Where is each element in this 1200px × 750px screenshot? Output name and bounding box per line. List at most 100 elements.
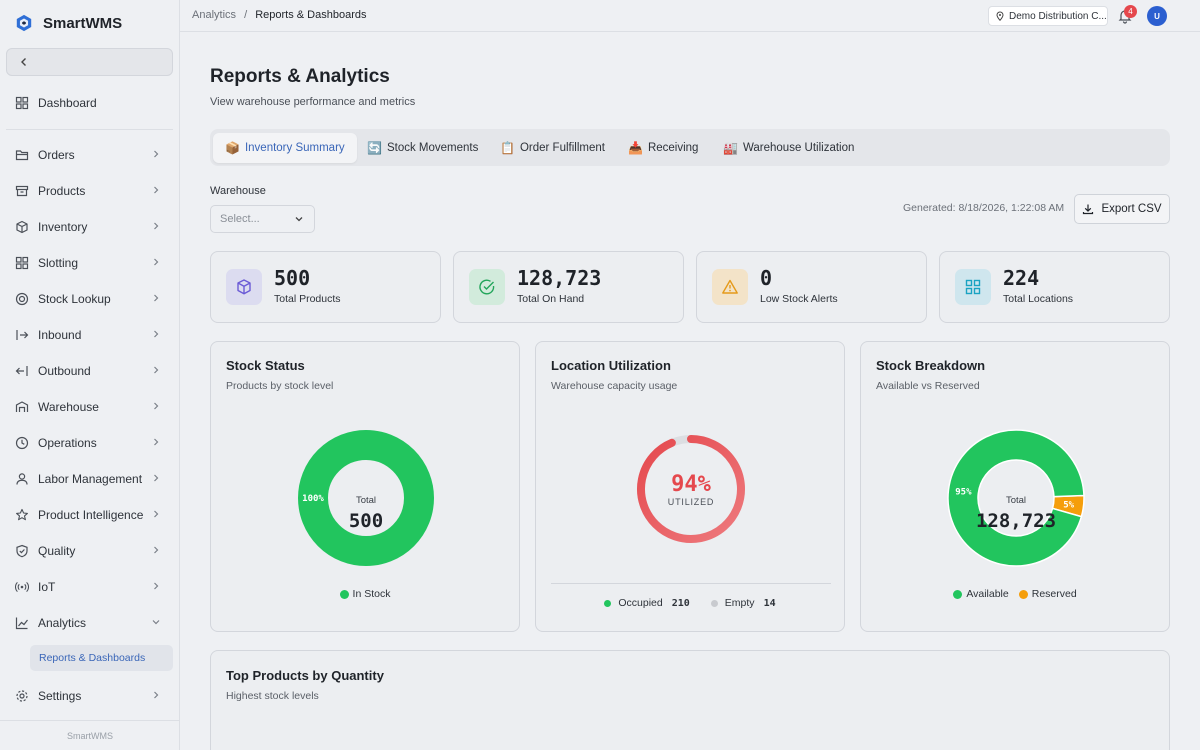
export-csv-button[interactable]: Export CSV [1074,194,1170,224]
tab-order-fulfillment[interactable]: 📋 Order Fulfillment [488,133,617,163]
stat-value: 0 [760,266,773,290]
sidebar-item-label: Settings [38,689,82,703]
legend-item: Empty 14 [710,597,776,609]
tab-label: Inventory Summary [244,142,345,154]
avatar[interactable]: U [1147,6,1167,26]
sidebar-item-label: Quality [38,544,76,558]
sidebar-item-slotting[interactable]: Slotting [6,246,173,280]
sidebar-item-orders[interactable]: Orders [6,138,173,172]
sidebar-item-stock-lookup[interactable]: Stock Lookup [6,282,173,316]
stat-label: Total Locations [1003,293,1074,305]
chevron-right-icon [151,473,161,486]
logo-icon [16,14,32,32]
stock-breakdown-donut: 5% 95% Total 128,723 [947,429,1085,567]
utilization-divider [551,583,831,584]
grid-icon [965,279,981,295]
chevron-right-icon [151,690,161,703]
tab-receiving[interactable]: 📥 Receiving [616,133,710,163]
sidebar-item-label: Analytics [38,616,87,630]
brand[interactable]: SmartWMS [0,0,179,46]
card-subtitle: Highest stock levels [226,690,319,702]
sidebar-item-dashboard[interactable]: Dashboard [6,86,173,120]
stat-card-total-locations: 224 Total Locations [939,251,1170,323]
warehouse-selector[interactable]: Demo Distribution C... [988,6,1108,26]
tab-inventory-summary[interactable]: 📦 Inventory Summary [213,133,357,163]
stat-value: 224 [1003,266,1040,290]
chevron-right-icon [151,545,161,558]
sidebar-item-label: Outbound [38,364,91,378]
grid-icon [15,96,29,110]
chevron-right-icon [151,509,161,522]
sidebar-item-label: Products [38,184,86,198]
legend-label: Available [966,588,1009,600]
chevron-right-icon [151,437,161,450]
download-icon [1083,204,1094,215]
donut-slice-available [947,429,1085,567]
chevron-right-icon [151,185,161,198]
sidebar-item-label: Orders [38,148,75,162]
donut-center-label: Total [1006,495,1026,506]
sidebar-item-label: Slotting [38,256,79,270]
export-csv-label: Export CSV [1101,203,1162,215]
tab-warehouse-utilization[interactable]: 🏭 Warehouse Utilization [711,133,866,163]
stat-icon-bg [712,269,748,305]
sidebar-item-outbound[interactable]: Outbound [6,354,173,388]
legend-label: Reserved [1031,588,1077,600]
sidebar-item-products[interactable]: Products [6,174,173,208]
chevron-right-icon [151,257,161,270]
sidebar-item-analytics[interactable]: Analytics [6,606,173,640]
user-icon [15,472,29,486]
clock-icon [15,436,29,450]
breadcrumb-separator: / [244,9,248,21]
donut-center-label: Total [356,495,376,506]
map-pin-icon [996,11,1004,21]
sidebar-item-settings[interactable]: Settings [6,679,173,713]
sidebar-item-quality[interactable]: Quality [6,534,173,568]
warehouse-selector-label: Demo Distribution C... [1009,10,1107,22]
sidebar-item-labor-management[interactable]: Labor Management [6,462,173,496]
sidebar-item-iot[interactable]: IoT [6,570,173,604]
page-subtitle: View warehouse performance and metrics [210,96,416,108]
sidebar-item-operations[interactable]: Operations [6,426,173,460]
card-subtitle: Warehouse capacity usage [551,380,678,392]
legend-item: Reserved [1018,588,1077,600]
card-subtitle: Products by stock level [226,380,334,392]
star-icon [15,508,29,522]
sidebar-item-inventory[interactable]: Inventory [6,210,173,244]
legend-dot [339,589,349,599]
stat-card-total-on-hand: 128,723 Total On Hand [453,251,684,323]
card-title: Location Utilization [551,358,671,373]
sidebar-item-inbound[interactable]: Inbound [6,318,173,352]
tab-label: Receiving [647,142,699,154]
breadcrumb-parent[interactable]: Analytics [192,9,237,21]
stat-label: Total On Hand [517,293,585,305]
slice-percent-label: 5% [1063,500,1074,510]
donut-slice-in-stock [298,430,434,566]
warehouse-filter-select[interactable]: Select... [210,205,315,233]
shield-icon [15,544,29,558]
chevron-down-icon [295,217,303,222]
stat-label: Low Stock Alerts [760,293,838,305]
stock-status-donut: 100% Total 500 [298,430,434,566]
legend-label: In Stock [352,588,391,600]
grid-icon [15,256,29,270]
sidebar-item-label: Stock Lookup [38,292,111,306]
chart-icon [15,616,29,630]
sidebar-subitem-reports-dashboards[interactable]: Reports & Dashboards [30,645,173,671]
top-products-card: Top Products by Quantity Highest stock l… [210,650,1170,750]
sidebar-item-label: Product Intelligence [38,508,144,522]
chevron-right-icon [151,149,161,162]
warehouse-filter-label: Warehouse [210,185,266,197]
sidebar-collapse-button[interactable] [6,48,173,76]
brand-name: SmartWMS [43,14,123,32]
sidebar-item-product-intelligence[interactable]: Product Intelligence [6,498,173,532]
location-utilization-card: Location Utilization Warehouse capacity … [535,341,845,632]
tab-stock-movements[interactable]: 🔄 Stock Movements [355,133,490,163]
chart-legend: Available Reserved [861,588,1169,600]
check-circle-icon [479,279,495,295]
card-title: Top Products by Quantity [226,668,384,683]
sidebar-item-warehouse[interactable]: Warehouse [6,390,173,424]
topbar: Analytics / Reports & Dashboards Demo Di… [180,0,1200,32]
donut-center-value: 500 [349,510,383,532]
legend-dot [1018,589,1028,599]
